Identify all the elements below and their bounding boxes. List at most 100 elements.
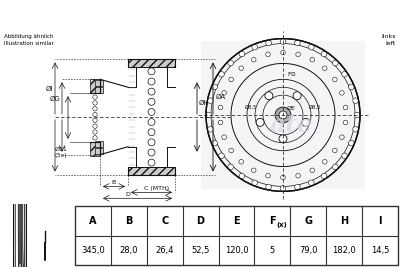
Text: ate: ate (269, 113, 313, 137)
Text: F⊙: F⊙ (287, 72, 296, 77)
Circle shape (148, 139, 155, 146)
Circle shape (295, 184, 300, 190)
Circle shape (266, 173, 270, 178)
Circle shape (219, 72, 224, 77)
Text: D: D (197, 216, 205, 226)
Text: 5: 5 (270, 246, 275, 255)
Circle shape (93, 118, 97, 123)
Circle shape (332, 77, 337, 82)
Circle shape (332, 164, 338, 170)
Bar (128, 167, 175, 175)
Text: C (MTH): C (MTH) (144, 186, 169, 191)
Circle shape (343, 120, 348, 125)
Circle shape (332, 148, 337, 153)
Circle shape (93, 124, 97, 128)
Text: ØA: ØA (216, 94, 226, 100)
Circle shape (93, 107, 97, 111)
Text: 52,5: 52,5 (192, 246, 210, 255)
Circle shape (218, 120, 223, 125)
Circle shape (340, 135, 344, 139)
Circle shape (280, 186, 286, 191)
Text: (x): (x) (276, 222, 287, 228)
Circle shape (148, 159, 155, 166)
Circle shape (353, 98, 358, 103)
Circle shape (310, 57, 314, 62)
Text: 120,0: 120,0 (225, 246, 248, 255)
Text: I: I (378, 216, 382, 226)
Circle shape (229, 148, 234, 153)
Circle shape (148, 129, 155, 136)
Text: 26,4: 26,4 (156, 246, 174, 255)
Circle shape (279, 135, 287, 143)
Bar (95, 148, 103, 154)
Text: 345,0: 345,0 (81, 246, 105, 255)
Text: A: A (89, 216, 97, 226)
Circle shape (219, 153, 224, 159)
Text: G: G (304, 216, 312, 226)
Circle shape (295, 40, 300, 46)
Circle shape (353, 127, 358, 132)
Circle shape (266, 184, 271, 190)
Circle shape (228, 164, 234, 170)
Text: F: F (269, 216, 276, 226)
Circle shape (252, 168, 256, 172)
Circle shape (321, 173, 327, 179)
Circle shape (212, 84, 218, 90)
Bar (95, 87, 103, 93)
Text: (3x): (3x) (54, 153, 67, 158)
Circle shape (322, 66, 327, 70)
Bar (90, 79, 100, 93)
Circle shape (308, 44, 314, 50)
Circle shape (93, 95, 97, 99)
Circle shape (343, 105, 348, 110)
Circle shape (293, 92, 301, 100)
Text: ØH: ØH (199, 100, 210, 106)
Circle shape (18, 115, 22, 267)
Circle shape (321, 51, 327, 57)
Bar (75, 206, 398, 265)
Text: ØG: ØG (49, 96, 60, 102)
Circle shape (308, 180, 314, 186)
Text: ØI: ØI (46, 86, 53, 92)
Circle shape (266, 40, 271, 46)
Circle shape (148, 108, 155, 115)
Circle shape (212, 140, 218, 146)
Text: Illustration similar: Illustration similar (4, 41, 54, 46)
Circle shape (281, 50, 285, 55)
Circle shape (265, 92, 273, 100)
Text: Ø11: Ø11 (54, 147, 67, 152)
Circle shape (310, 168, 314, 172)
Circle shape (348, 140, 354, 146)
Circle shape (280, 39, 286, 44)
Text: H: H (340, 216, 348, 226)
Bar (95, 80, 103, 86)
Bar (128, 60, 175, 67)
Text: 24.0128-0208.2: 24.0128-0208.2 (106, 8, 230, 22)
Text: ØE: ØE (287, 106, 296, 111)
Circle shape (302, 118, 310, 126)
Text: 79,0: 79,0 (299, 246, 318, 255)
Circle shape (148, 88, 155, 95)
Circle shape (340, 91, 344, 95)
Text: 14,5: 14,5 (371, 246, 389, 255)
Circle shape (279, 111, 287, 119)
Text: 182,0: 182,0 (332, 246, 356, 255)
Circle shape (275, 107, 291, 123)
Circle shape (322, 159, 327, 164)
Text: E: E (233, 216, 240, 226)
Circle shape (93, 136, 97, 140)
Circle shape (296, 52, 300, 57)
Circle shape (281, 175, 285, 180)
Bar (95, 141, 103, 147)
Circle shape (229, 77, 234, 82)
Circle shape (208, 127, 213, 132)
Text: left: left (386, 41, 396, 46)
Circle shape (208, 98, 213, 103)
Circle shape (332, 60, 338, 66)
Circle shape (266, 52, 270, 57)
Bar (201, 41, 365, 189)
Circle shape (252, 57, 256, 62)
Bar (90, 142, 100, 156)
Circle shape (239, 159, 244, 164)
Circle shape (252, 180, 258, 186)
